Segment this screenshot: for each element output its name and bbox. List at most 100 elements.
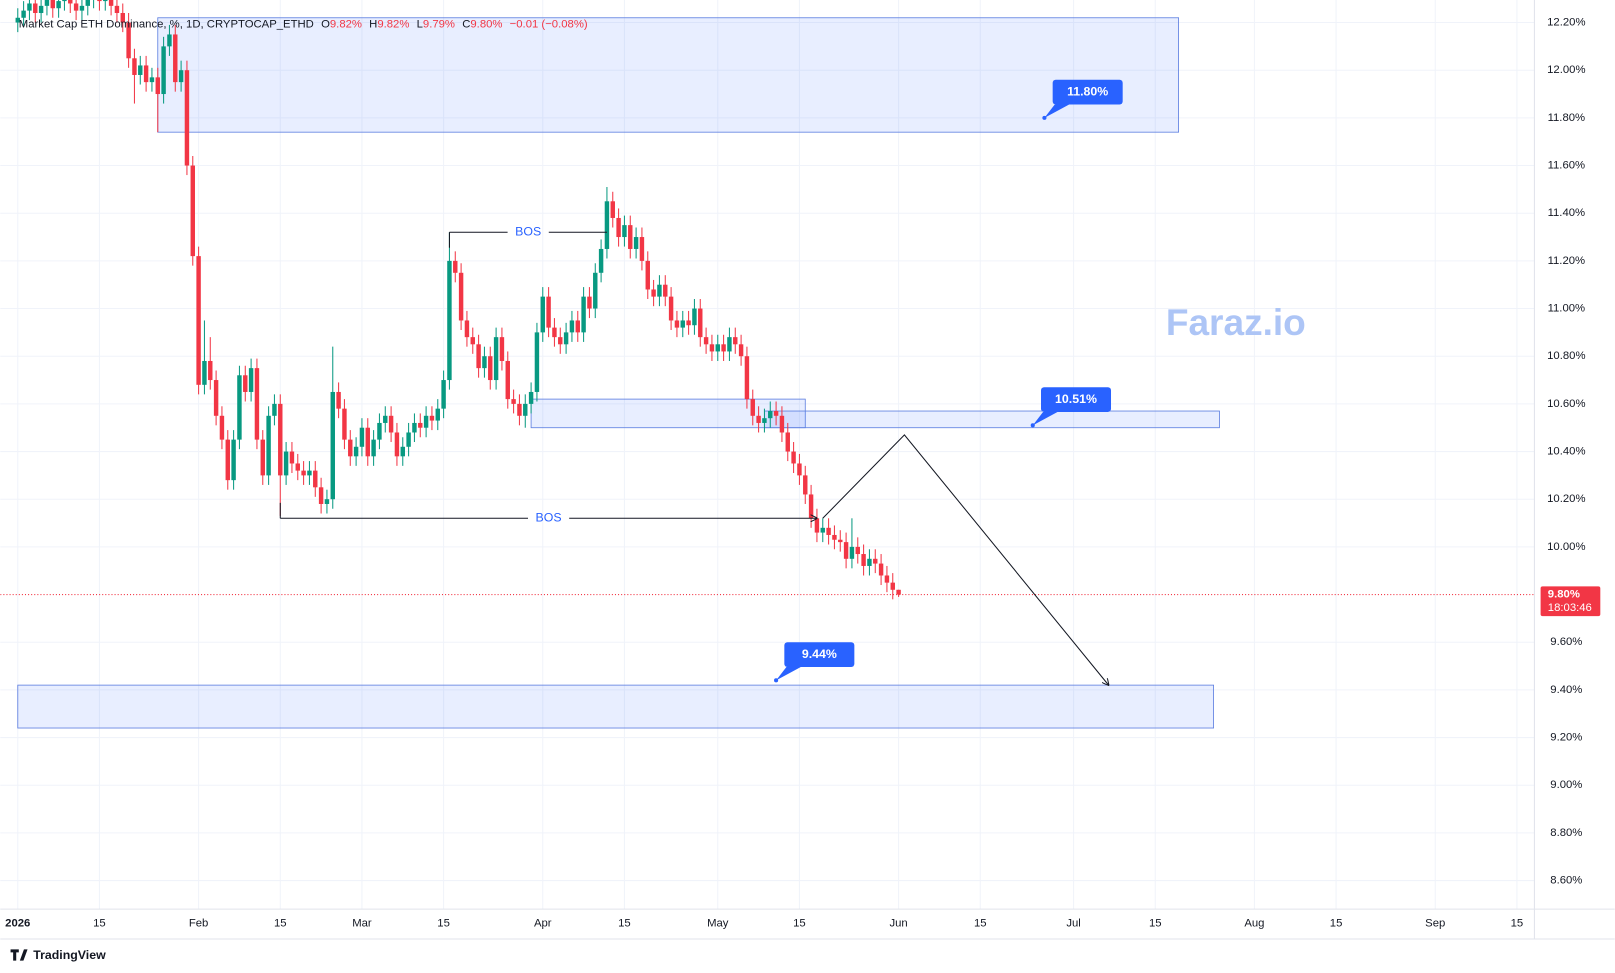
candle-body bbox=[231, 439, 236, 481]
candle-body bbox=[797, 463, 802, 476]
x-tick-label: Jun bbox=[889, 918, 907, 930]
candle-body bbox=[400, 446, 405, 457]
candle-body bbox=[418, 422, 423, 428]
callout-anchor bbox=[774, 678, 779, 683]
candle-body bbox=[15, 17, 20, 23]
candle-body bbox=[493, 337, 499, 381]
candle-body bbox=[44, 0, 50, 6]
legend-header: Market Cap ETH Dominance, %, 1D, CRYPTOC… bbox=[19, 19, 588, 31]
bos-label: BOS bbox=[536, 511, 562, 525]
candle-body bbox=[266, 415, 271, 476]
y-tick-label: 9.40% bbox=[1550, 684, 1582, 696]
candle-body bbox=[248, 368, 254, 392]
candle-body bbox=[785, 432, 790, 452]
logo-text: TradingView bbox=[33, 948, 106, 962]
x-tick-label: Apr bbox=[534, 918, 552, 930]
candle-body bbox=[488, 356, 493, 381]
candle-body bbox=[727, 337, 732, 352]
candle-body bbox=[663, 284, 668, 297]
x-tick-label: 15 bbox=[1330, 918, 1343, 930]
y-tick-label: 9.60% bbox=[1550, 636, 1582, 648]
candle-body bbox=[184, 70, 190, 166]
x-tick-label: Aug bbox=[1244, 918, 1264, 930]
x-tick-label: 15 bbox=[618, 918, 631, 930]
header-key: O bbox=[321, 19, 330, 31]
candle-body bbox=[581, 296, 586, 333]
candle-body bbox=[482, 356, 487, 369]
candle-body bbox=[750, 399, 755, 416]
candle-body bbox=[429, 415, 435, 421]
candle-body bbox=[523, 403, 528, 416]
grid bbox=[0, 0, 1535, 910]
candle-body bbox=[108, 0, 114, 6]
logo-mark bbox=[10, 949, 28, 961]
header-key: L bbox=[417, 19, 423, 31]
y-tick-label: 9.00% bbox=[1550, 779, 1582, 791]
candle-body bbox=[143, 65, 149, 83]
candle-body bbox=[79, 5, 85, 11]
zones bbox=[0, 17, 1535, 729]
candle-body bbox=[202, 360, 207, 385]
candle-body bbox=[744, 356, 750, 400]
candle-body bbox=[721, 344, 726, 352]
candle-body bbox=[342, 408, 347, 440]
candle-body bbox=[762, 418, 767, 423]
candle-body bbox=[149, 77, 155, 83]
candle-body bbox=[318, 487, 324, 504]
candle-body bbox=[289, 451, 295, 464]
zone bbox=[764, 410, 1220, 429]
candle-body bbox=[884, 575, 890, 583]
candle-body bbox=[499, 337, 505, 361]
callout: 10.51% bbox=[1030, 387, 1112, 428]
candle-body bbox=[225, 439, 230, 481]
y-tick-label: 11.40% bbox=[1548, 207, 1586, 219]
candle-body bbox=[896, 589, 901, 595]
candle-body bbox=[196, 256, 201, 385]
candle-body bbox=[21, 10, 26, 18]
candle-body bbox=[511, 399, 516, 404]
candle-body bbox=[435, 408, 440, 421]
candle-body bbox=[709, 344, 715, 352]
candle-body bbox=[470, 337, 475, 345]
candle-body bbox=[587, 296, 592, 309]
candle-body bbox=[336, 391, 341, 409]
candle-body bbox=[377, 422, 382, 440]
candle-body bbox=[733, 337, 738, 345]
candle-body bbox=[97, 0, 102, 2]
y-tick-label: 10.00% bbox=[1547, 541, 1585, 553]
candle-body bbox=[423, 415, 429, 428]
candle-body bbox=[219, 415, 225, 440]
watermark: Faraz.io bbox=[1166, 301, 1306, 343]
callout-box bbox=[1040, 387, 1112, 412]
candle-body bbox=[27, 3, 32, 11]
candle-body bbox=[698, 308, 703, 338]
candle-body bbox=[686, 320, 691, 326]
candle-body bbox=[406, 432, 411, 447]
candle-body bbox=[283, 451, 289, 476]
candle-body bbox=[768, 411, 773, 419]
candle-body bbox=[114, 5, 120, 14]
candle-body bbox=[604, 201, 610, 249]
candle-body bbox=[330, 391, 335, 500]
candle-body bbox=[639, 237, 645, 261]
candle-body bbox=[383, 415, 388, 423]
x-tick-label: May bbox=[707, 918, 729, 930]
candles bbox=[15, 0, 901, 600]
x-tick-label: 15 bbox=[437, 918, 450, 930]
candle-body bbox=[628, 225, 633, 249]
candle-body bbox=[593, 272, 598, 309]
candle-body bbox=[692, 308, 697, 326]
candle-body bbox=[190, 165, 195, 257]
candle-body bbox=[779, 415, 785, 433]
countdown-label: 18:03:46 bbox=[1548, 602, 1592, 614]
y-tick-label: 8.60% bbox=[1550, 875, 1582, 887]
candle-body bbox=[272, 403, 277, 416]
callout-box bbox=[784, 642, 855, 667]
candle-body bbox=[278, 403, 283, 476]
zone bbox=[157, 17, 1180, 133]
candle-body bbox=[50, 0, 55, 9]
candle-body bbox=[674, 320, 680, 328]
y-tick-label: 10.60% bbox=[1547, 398, 1585, 410]
y-tick-label: 8.80% bbox=[1550, 827, 1582, 839]
